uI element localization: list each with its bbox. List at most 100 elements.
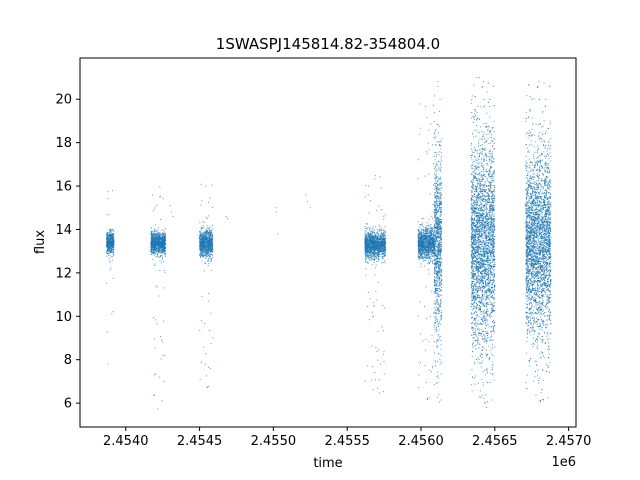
- data-point: [208, 256, 210, 258]
- data-point: [106, 236, 108, 238]
- data-point: [161, 236, 163, 238]
- data-point: [161, 242, 163, 244]
- data-point: [109, 233, 111, 235]
- data-point: [383, 260, 385, 262]
- data-point: [108, 236, 110, 238]
- data-point: [428, 239, 430, 241]
- data-point: [110, 247, 112, 249]
- data-point: [432, 184, 434, 186]
- data-point: [206, 231, 208, 233]
- data-point: [199, 236, 201, 238]
- data-point: [199, 247, 201, 249]
- data-point: [427, 224, 429, 226]
- data-point: [206, 253, 208, 255]
- data-point: [154, 235, 156, 237]
- data-point: [207, 250, 209, 252]
- data-point: [164, 235, 166, 237]
- data-point: [425, 250, 427, 252]
- data-point: [428, 237, 430, 239]
- data-point: [108, 257, 110, 259]
- data-point: [161, 239, 163, 241]
- data-point: [383, 234, 385, 236]
- data-point: [381, 241, 383, 243]
- data-point: [209, 230, 211, 232]
- data-point: [426, 251, 428, 253]
- data-point: [151, 238, 153, 240]
- data-point: [203, 239, 205, 241]
- data-point: [424, 238, 426, 240]
- data-point: [107, 231, 109, 233]
- data-point: [113, 244, 115, 246]
- data-point: [110, 245, 112, 247]
- data-point: [207, 233, 209, 235]
- data-point: [418, 238, 420, 240]
- data-point: [430, 257, 432, 259]
- data-point: [378, 233, 380, 235]
- data-point: [160, 249, 162, 251]
- data-point: [381, 243, 383, 245]
- data-point: [154, 248, 156, 250]
- data-point: [370, 245, 372, 247]
- data-point: [375, 252, 377, 254]
- data-point: [370, 248, 372, 250]
- data-point: [154, 347, 156, 349]
- data-point: [366, 235, 368, 237]
- data-point: [107, 249, 109, 251]
- data-point: [209, 255, 211, 257]
- data-point: [200, 251, 202, 253]
- data-point: [155, 241, 157, 243]
- data-point: [374, 241, 376, 243]
- data-point: [209, 242, 211, 244]
- data-point: [417, 233, 419, 235]
- data-point: [419, 246, 421, 248]
- data-point: [419, 243, 421, 245]
- data-point: [433, 163, 435, 165]
- data-point: [377, 359, 379, 361]
- data-point: [208, 234, 210, 236]
- data-point: [207, 245, 209, 247]
- data-point: [199, 241, 201, 243]
- data-point: [151, 244, 153, 246]
- data-point: [152, 243, 154, 245]
- data-point: [424, 230, 426, 232]
- data-point: [423, 236, 425, 238]
- data-point: [205, 236, 207, 238]
- data-point: [424, 175, 426, 177]
- data-point: [210, 232, 212, 234]
- data-point: [371, 232, 373, 234]
- data-point: [152, 210, 154, 212]
- data-point: [371, 239, 373, 241]
- data-point: [154, 232, 156, 234]
- data-point: [378, 251, 380, 253]
- data-point: [431, 239, 433, 241]
- data-point: [376, 260, 378, 262]
- data-point: [376, 248, 378, 250]
- data-point: [377, 247, 379, 249]
- data-point: [418, 229, 420, 231]
- data-point: [201, 242, 203, 244]
- data-point: [422, 260, 424, 262]
- data-point: [375, 175, 377, 177]
- data-point: [152, 230, 154, 232]
- data-point: [364, 234, 366, 236]
- data-point: [206, 227, 208, 229]
- data-point: [368, 241, 370, 243]
- data-point: [424, 235, 426, 237]
- data-point: [208, 234, 210, 236]
- data-point: [205, 241, 207, 243]
- data-point: [111, 246, 113, 248]
- data-point: [427, 246, 429, 248]
- data-point: [367, 247, 369, 249]
- data-point: [370, 246, 372, 248]
- data-point: [429, 244, 431, 246]
- data-point: [426, 235, 428, 237]
- data-point: [164, 238, 166, 240]
- data-point: [108, 238, 110, 240]
- data-point: [107, 233, 109, 235]
- data-point: [162, 236, 164, 238]
- data-point: [164, 240, 166, 242]
- data-point: [155, 234, 157, 236]
- data-point: [382, 304, 384, 306]
- data-point: [208, 231, 210, 233]
- data-point: [163, 287, 165, 289]
